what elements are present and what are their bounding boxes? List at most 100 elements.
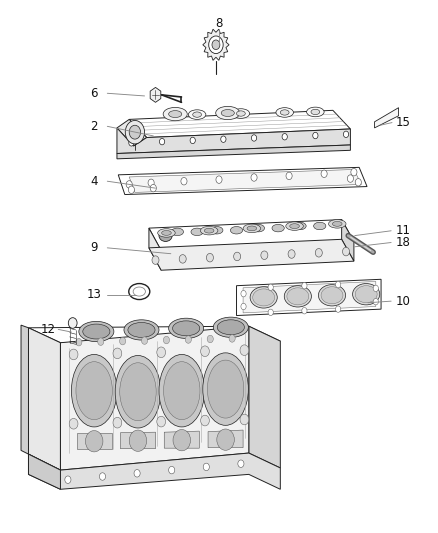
Ellipse shape — [250, 287, 277, 308]
Ellipse shape — [120, 363, 156, 421]
Circle shape — [128, 186, 134, 193]
Circle shape — [150, 184, 156, 192]
Circle shape — [157, 416, 166, 427]
Ellipse shape — [83, 324, 110, 339]
Circle shape — [157, 347, 166, 358]
Polygon shape — [149, 228, 161, 270]
Text: 18: 18 — [396, 236, 410, 249]
Circle shape — [268, 284, 273, 290]
Ellipse shape — [287, 288, 309, 305]
Circle shape — [251, 135, 257, 141]
Ellipse shape — [216, 106, 240, 120]
Circle shape — [355, 179, 361, 186]
Ellipse shape — [272, 224, 284, 232]
Ellipse shape — [159, 230, 172, 241]
Circle shape — [185, 336, 191, 343]
Circle shape — [206, 253, 213, 262]
Text: 6: 6 — [90, 87, 98, 100]
Circle shape — [203, 463, 209, 471]
Circle shape — [373, 285, 378, 292]
Circle shape — [302, 308, 307, 314]
Ellipse shape — [159, 354, 205, 427]
Polygon shape — [28, 453, 280, 489]
Polygon shape — [150, 87, 161, 102]
Ellipse shape — [188, 110, 206, 119]
Circle shape — [207, 335, 213, 343]
Text: 9: 9 — [90, 241, 98, 254]
Circle shape — [268, 309, 273, 316]
Circle shape — [343, 247, 350, 256]
Circle shape — [315, 248, 322, 257]
Circle shape — [152, 256, 159, 264]
Circle shape — [125, 120, 145, 144]
Circle shape — [233, 252, 240, 261]
Circle shape — [321, 170, 327, 177]
Circle shape — [351, 168, 357, 176]
Ellipse shape — [171, 228, 184, 236]
Polygon shape — [374, 108, 399, 128]
Ellipse shape — [230, 227, 243, 234]
Polygon shape — [243, 281, 376, 313]
Polygon shape — [60, 326, 249, 470]
Circle shape — [65, 476, 71, 483]
Polygon shape — [129, 110, 350, 138]
Polygon shape — [237, 279, 381, 316]
Polygon shape — [203, 29, 229, 60]
Polygon shape — [342, 220, 354, 261]
Ellipse shape — [211, 227, 223, 234]
Polygon shape — [77, 433, 112, 449]
Ellipse shape — [276, 108, 293, 117]
Circle shape — [251, 174, 257, 181]
Circle shape — [98, 338, 104, 345]
Ellipse shape — [286, 222, 303, 230]
Circle shape — [148, 179, 154, 187]
Ellipse shape — [332, 222, 342, 227]
Ellipse shape — [284, 286, 311, 307]
Circle shape — [373, 298, 378, 305]
Circle shape — [282, 134, 287, 140]
Circle shape — [76, 338, 82, 346]
Ellipse shape — [79, 321, 114, 342]
Ellipse shape — [314, 222, 326, 230]
Circle shape — [241, 290, 246, 297]
Ellipse shape — [252, 224, 265, 232]
Circle shape — [126, 181, 132, 188]
Circle shape — [129, 125, 141, 139]
Circle shape — [190, 137, 195, 143]
Polygon shape — [249, 326, 280, 468]
Ellipse shape — [307, 107, 324, 117]
Polygon shape — [28, 326, 280, 343]
Circle shape — [120, 337, 126, 345]
Text: 12: 12 — [41, 323, 56, 336]
Ellipse shape — [71, 354, 117, 427]
Ellipse shape — [237, 111, 245, 116]
Polygon shape — [118, 167, 367, 195]
Ellipse shape — [76, 362, 113, 419]
Circle shape — [113, 348, 122, 359]
Polygon shape — [28, 454, 60, 489]
Circle shape — [85, 431, 103, 452]
Ellipse shape — [213, 317, 248, 337]
Polygon shape — [129, 169, 361, 192]
Circle shape — [69, 349, 78, 360]
Ellipse shape — [232, 109, 250, 118]
Ellipse shape — [133, 287, 145, 296]
Ellipse shape — [280, 110, 289, 115]
Ellipse shape — [207, 360, 244, 418]
Polygon shape — [208, 430, 243, 448]
Circle shape — [181, 177, 187, 185]
Circle shape — [173, 430, 191, 451]
Ellipse shape — [243, 224, 261, 233]
Text: 13: 13 — [87, 288, 102, 301]
Ellipse shape — [169, 110, 182, 117]
Polygon shape — [164, 431, 199, 448]
Circle shape — [343, 131, 349, 138]
Polygon shape — [149, 220, 354, 251]
Ellipse shape — [253, 289, 275, 306]
Circle shape — [113, 417, 122, 428]
Ellipse shape — [201, 227, 218, 235]
Text: 4: 4 — [90, 175, 98, 188]
Polygon shape — [21, 325, 28, 454]
Circle shape — [68, 318, 77, 328]
Circle shape — [229, 335, 235, 342]
